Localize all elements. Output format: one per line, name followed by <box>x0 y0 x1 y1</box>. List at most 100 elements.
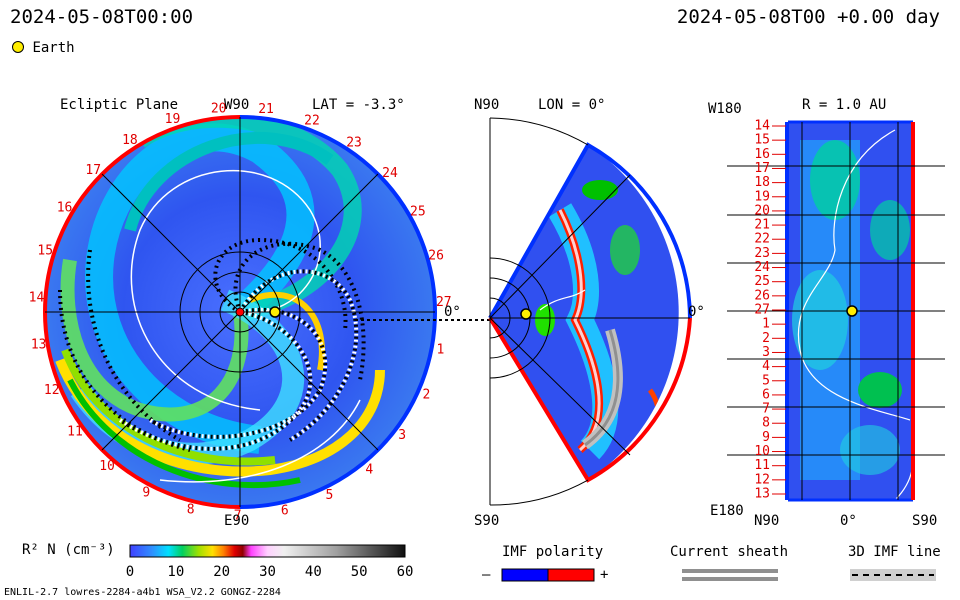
colorbar-tick-label: 20 <box>213 564 230 580</box>
rim-number: 9 <box>142 486 150 501</box>
rim-number: 12 <box>44 383 60 398</box>
rim-number: 10 <box>99 459 115 474</box>
rotation-number: 14 <box>754 119 770 134</box>
rim-number: 26 <box>428 248 444 263</box>
rim-number: 23 <box>346 135 362 150</box>
polarity-positive-swatch <box>547 568 595 582</box>
rotation-number: 6 <box>762 387 770 402</box>
meridional-zero-label: 0° <box>688 304 705 320</box>
rim-number: 27 <box>436 295 452 310</box>
imf-polarity-label: IMF polarity <box>502 544 604 560</box>
rim-number: 7 <box>234 508 242 523</box>
shell-r-label: R = 1.0 AU <box>802 97 887 113</box>
rim-number: 25 <box>410 205 426 220</box>
rim-number: 6 <box>281 504 289 519</box>
rotation-number: 7 <box>762 402 770 417</box>
colorbar <box>129 544 406 558</box>
colorbar-tick-label: 0 <box>126 564 134 580</box>
earth-legend-label: Earth <box>32 40 75 56</box>
ecliptic-plane-panel: 20 21222324252627123456789101112131415161… <box>29 102 490 524</box>
rotation-number: 1 <box>762 317 770 332</box>
imf-line-label: 3D IMF line <box>848 544 941 560</box>
ecliptic-top-label: W90 <box>224 97 250 113</box>
rim-number: 4 <box>365 462 373 477</box>
meridional-lon-label: LON = 0° <box>538 97 606 113</box>
rotation-number: 10 <box>754 444 770 459</box>
rim-number: 19 <box>165 112 181 127</box>
rim-number: 8 <box>187 502 195 517</box>
meridional-bottom-label: S90 <box>474 513 500 529</box>
rotation-number: 20 <box>754 203 770 218</box>
imf-line-swatch <box>850 569 936 581</box>
rotation-number: 25 <box>754 274 770 289</box>
colorbar-tick-label: 50 <box>351 564 368 580</box>
rotation-number: 4 <box>762 359 770 374</box>
rim-number: 24 <box>382 166 398 181</box>
rotation-number: 27 <box>754 303 770 318</box>
ecliptic-lat-label: LAT = -3.3° <box>312 97 405 113</box>
ecliptic-bottom-label: E90 <box>224 513 250 529</box>
ecliptic-zero-label: 0° <box>444 304 461 320</box>
earth-marker-meridional <box>520 308 532 320</box>
shell-map-panel: 1415161718192021222324252627123456789101… <box>727 119 945 502</box>
rotation-number: 2 <box>762 331 770 346</box>
colorbar-tick-label: 30 <box>259 564 276 580</box>
rim-number: 14 <box>29 290 45 305</box>
rotation-number: 26 <box>754 288 770 303</box>
rotation-number: 19 <box>754 189 770 204</box>
shell-rotation-numbers: 1415161718192021222324252627123456789101… <box>754 119 786 502</box>
meridional-top-label: N90 <box>474 97 500 113</box>
rotation-number: 11 <box>754 458 770 473</box>
rim-number: 13 <box>31 338 47 353</box>
earth-marker-icon <box>12 41 24 53</box>
rotation-number: 8 <box>762 416 770 431</box>
rim-number: 1 <box>437 342 445 357</box>
colorbar-tick-label: 40 <box>305 564 322 580</box>
imf-polarity-plus: + <box>600 567 609 583</box>
model-info: ENLIL-2.7 lowres-2284-a4b1 WSA_V2.2 GONG… <box>4 587 281 598</box>
current-sheath-label: Current sheath <box>670 544 789 560</box>
shell-x-label-right: S90 <box>912 513 938 529</box>
header-left-time: 2024-05-08T00:00 <box>10 6 194 28</box>
meridional-panel <box>488 117 692 506</box>
rotation-number: 18 <box>754 175 770 190</box>
rim-number: 16 <box>57 200 73 215</box>
shell-bottom-left-label: E180 <box>710 503 744 519</box>
polarity-negative-swatch <box>501 568 549 582</box>
earth-marker-shell <box>846 305 858 317</box>
sun-marker <box>235 307 245 317</box>
colorbar-ticks: 0 10 20 30 40 50 60 <box>126 564 414 580</box>
rotation-number: 9 <box>762 430 770 445</box>
earth-legend: Earth <box>12 40 75 56</box>
rim-number: 20 <box>211 102 227 117</box>
rotation-number: 17 <box>754 161 770 176</box>
rotation-number: 16 <box>754 147 770 162</box>
rim-number: 18 <box>122 133 138 148</box>
rim-number: 15 <box>37 244 53 259</box>
rim-number: 2 <box>422 387 430 402</box>
current-sheath-swatch <box>682 569 778 573</box>
ecliptic-title: Ecliptic Plane <box>60 97 179 113</box>
earth-marker-ecliptic <box>269 306 281 318</box>
rotation-number: 12 <box>754 472 770 487</box>
imf-polarity-minus: – <box>482 567 491 583</box>
shell-top-left-label: W180 <box>708 101 742 117</box>
shell-x-label-center: 0° <box>840 513 857 529</box>
rotation-number: 13 <box>754 487 770 502</box>
rotation-number: 3 <box>762 345 770 360</box>
rim-number: 3 <box>398 428 406 443</box>
rim-number: 22 <box>304 114 320 129</box>
header-right-time: 2024-05-08T00 +0.00 day <box>676 6 940 28</box>
shell-x-label-left: N90 <box>754 513 780 529</box>
rim-number: 17 <box>85 163 101 178</box>
rotation-number: 15 <box>754 133 770 148</box>
rim-number: 21 <box>258 102 274 117</box>
colorbar-tick-label: 10 <box>167 564 184 580</box>
rim-number: 5 <box>326 488 334 503</box>
rotation-number: 5 <box>762 373 770 388</box>
rotation-number: 22 <box>754 232 770 247</box>
colorbar-label: R² N (cm⁻³) <box>22 542 115 558</box>
ecliptic-rim-numbers: 20 21222324252627123456789101112131415161… <box>29 102 452 524</box>
rim-number: 11 <box>67 424 83 439</box>
